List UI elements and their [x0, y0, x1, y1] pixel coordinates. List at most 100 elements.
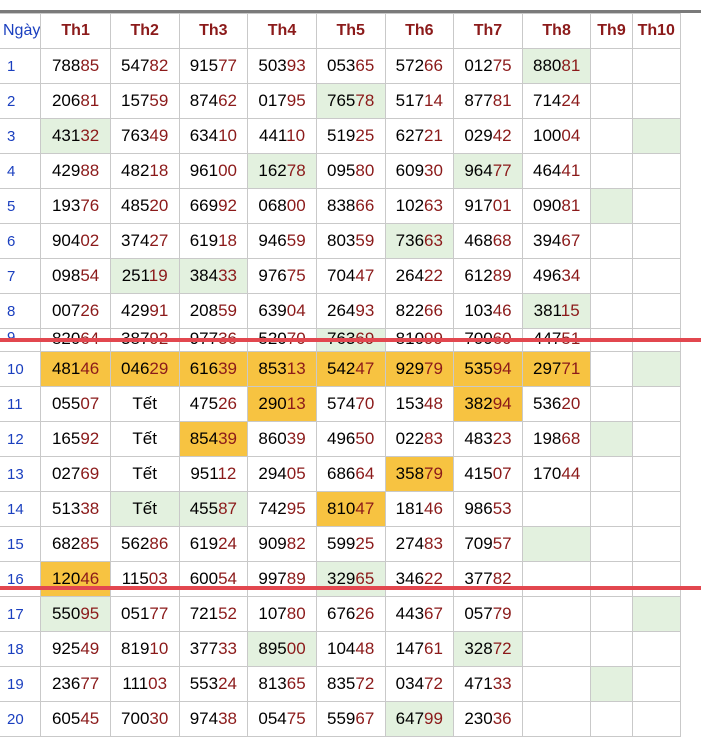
result-cell [590, 118, 633, 154]
number-head: 251 [121, 266, 149, 285]
result-cell: 97438 [178, 701, 249, 737]
number-tail: 19 [148, 266, 168, 285]
number-tail: 10 [286, 126, 306, 145]
number-tail: 68 [561, 429, 581, 448]
result-cell [631, 666, 682, 702]
number-tail: 95 [286, 91, 306, 110]
day-cell[interactable]: 14 [0, 491, 42, 527]
number-head: 700 [121, 709, 150, 728]
day-cell[interactable]: 11 [0, 386, 42, 422]
result-cell [521, 561, 592, 597]
result-cell: 89500 [247, 631, 317, 667]
result-cell: 98653 [453, 491, 523, 527]
number-tail: 83 [424, 534, 443, 553]
result-cell [590, 491, 633, 527]
holiday-label: Tết [132, 429, 157, 448]
day-cell[interactable]: 16 [0, 561, 42, 597]
result-cell [590, 456, 633, 492]
result-cell [590, 83, 633, 119]
number-tail: 22 [424, 266, 443, 285]
number-head: 860 [258, 429, 287, 448]
result-cell [590, 631, 633, 667]
header-month: Th6 [384, 13, 455, 49]
day-cell[interactable]: 1 [0, 48, 42, 84]
number-tail: 67 [561, 231, 581, 250]
number-tail: 88 [80, 161, 100, 180]
number-tail: 77 [492, 161, 512, 180]
number-head: 431 [51, 126, 81, 145]
result-cell [590, 561, 633, 597]
day-cell[interactable]: 18 [0, 631, 42, 667]
result-cell [631, 596, 682, 632]
result-cell: 62721 [384, 118, 455, 154]
number-head: 358 [395, 464, 425, 483]
result-cell: 17044 [521, 456, 592, 492]
number-tail: 20 [149, 196, 169, 215]
number-head: 346 [395, 569, 425, 588]
day-cell[interactable]: 8 [0, 293, 42, 329]
result-cell: 74295 [247, 491, 317, 527]
number-tail: 46 [492, 301, 512, 320]
number-head: 017 [258, 91, 287, 110]
day-cell[interactable]: 7 [0, 258, 42, 294]
result-cell [590, 153, 633, 189]
result-cell [631, 386, 682, 422]
result-cell: 29771 [521, 351, 592, 387]
day-cell[interactable]: 4 [0, 153, 42, 189]
number-tail: 47 [355, 359, 375, 378]
result-cell: 37782 [453, 561, 523, 597]
day-cell[interactable]: 15 [0, 526, 42, 562]
day-cell[interactable]: 17 [0, 596, 42, 632]
number-head: 027 [51, 464, 81, 483]
number-head: 974 [189, 709, 219, 728]
result-cell: 82266 [384, 293, 455, 329]
result-cell [590, 258, 633, 294]
number-head: 098 [51, 266, 81, 285]
number-head: 046 [121, 359, 150, 378]
result-cell: 83572 [315, 666, 386, 702]
result-cell [631, 48, 682, 84]
number-tail: 46 [80, 359, 100, 378]
number-tail: 25 [355, 534, 375, 553]
day-cell[interactable]: 13 [0, 456, 42, 492]
separator-line [0, 338, 701, 342]
day-cell[interactable]: 10 [0, 351, 42, 387]
number-head: 835 [327, 674, 356, 693]
result-cell: 94659 [247, 223, 317, 259]
day-cell[interactable]: 2 [0, 83, 42, 119]
day-cell[interactable]: 20 [0, 701, 42, 737]
result-cell [521, 666, 592, 702]
number-tail: 59 [286, 231, 306, 250]
result-cell: 48520 [109, 188, 180, 224]
number-tail: 83 [424, 429, 443, 448]
number-head: 895 [258, 639, 287, 658]
number-head: 788 [51, 56, 81, 75]
number-tail: 64 [355, 464, 375, 483]
number-head: 542 [327, 359, 356, 378]
number-head: 034 [395, 674, 425, 693]
result-cell: 23036 [453, 701, 523, 737]
result-cell: 68664 [315, 456, 386, 492]
result-cell: 41507 [453, 456, 523, 492]
number-tail: 30 [149, 709, 169, 728]
results-table: Ngày Th1 Th2 Th3 Th4 Th5 Th6 Th7 Th8 Th9 Th10 1 788… [0, 13, 682, 737]
result-cell: 64799 [384, 701, 455, 737]
day-cell[interactable]: 5 [0, 188, 42, 224]
number-tail: 21 [424, 126, 443, 145]
result-cell: 91577 [178, 48, 249, 84]
number-tail: 75 [492, 56, 512, 75]
day-cell[interactable]: 3 [0, 118, 42, 154]
number-head: 294 [258, 464, 287, 483]
result-cell: 43132 [40, 118, 111, 154]
day-cell[interactable]: 19 [0, 666, 42, 702]
result-cell [631, 223, 682, 259]
number-head: 264 [395, 266, 425, 285]
result-cell: 83866 [315, 188, 386, 224]
day-cell[interactable]: 12 [0, 421, 42, 457]
number-head: 068 [258, 196, 287, 215]
day-cell[interactable]: 6 [0, 223, 42, 259]
number-tail: 15 [560, 301, 580, 320]
number-head: 104 [327, 639, 356, 658]
result-cell [590, 526, 633, 562]
number-head: 095 [327, 161, 356, 180]
